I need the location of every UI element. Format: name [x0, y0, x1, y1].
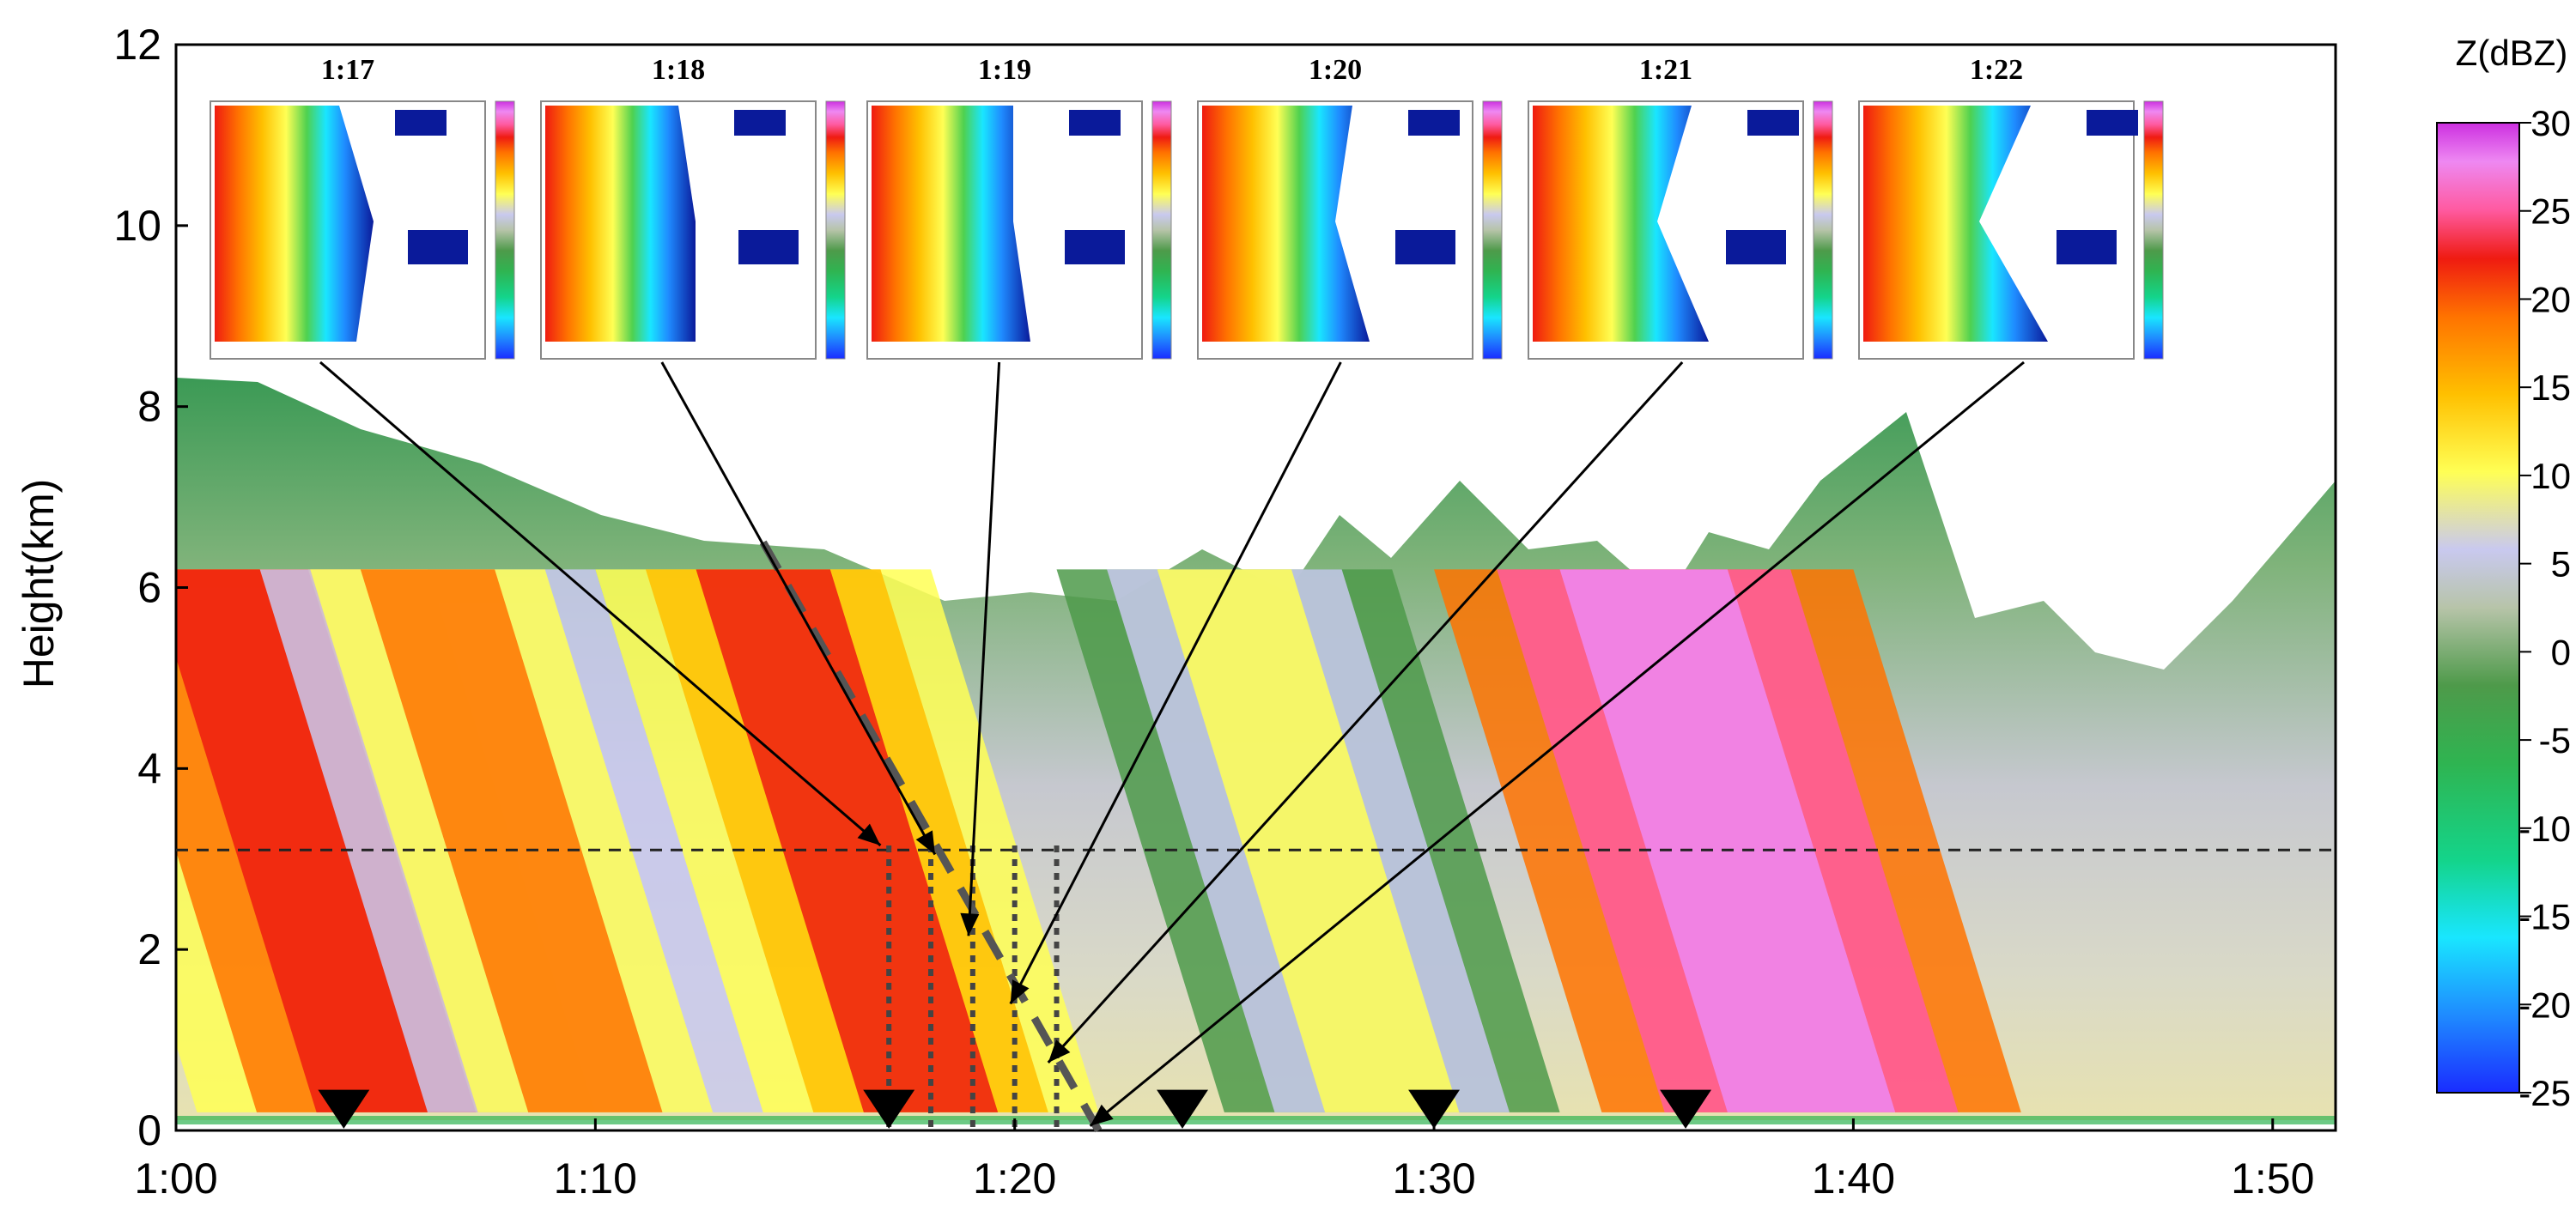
y-tick-label: 12	[113, 21, 161, 69]
y-tick-label: 2	[137, 925, 161, 973]
inset-echo	[872, 106, 1030, 342]
y-tick-label: 10	[113, 202, 161, 250]
colorbar-tick-label: 25	[2530, 191, 2571, 232]
colorbar	[2436, 122, 2520, 1094]
inset-arrows	[319, 361, 2025, 1127]
y-tick-label: 8	[137, 383, 161, 431]
arrowhead	[1048, 1039, 1071, 1063]
inset-echo	[1863, 106, 2048, 342]
inset-colorbar	[1813, 100, 1833, 360]
colorbar-tick-label: -25	[2518, 1073, 2571, 1113]
y-tick-label: 4	[137, 744, 161, 792]
inset-panels: 1:17 1:18 1:19 1:20 1:21 1:22	[210, 54, 2164, 360]
marker-triangle	[1408, 1089, 1461, 1129]
fall-streaks	[176, 569, 2021, 1112]
x-tick-label: 1:20	[973, 1154, 1056, 1203]
y-tick-label: 6	[137, 564, 161, 612]
inset-panel: 1:19	[866, 54, 1172, 360]
inset-arrow	[1089, 361, 2025, 1127]
marker-triangle	[318, 1089, 370, 1129]
arrowhead	[915, 830, 935, 855]
inset-colorbar	[825, 100, 846, 360]
inset-echo-patch	[1408, 110, 1460, 136]
y-tick-label: 0	[137, 1106, 161, 1154]
inset-arrow	[1047, 361, 1684, 1064]
inset-echo	[1202, 106, 1370, 342]
colorbar-tick-label: 30	[2530, 103, 2571, 143]
colorbar-tick-label: -15	[2518, 897, 2571, 937]
inset-panel: 1:17	[210, 54, 515, 360]
inset-echo-patch	[1726, 230, 1786, 264]
inset-arrow	[319, 361, 882, 847]
inset-title: 1:21	[1639, 54, 1692, 86]
inset-echo-patch	[734, 110, 786, 136]
fall-streak-5	[1559, 569, 1896, 1112]
inset-echo-patch	[1065, 230, 1125, 264]
arrowhead	[960, 912, 980, 936]
inset-echo-patch	[1069, 110, 1121, 136]
x-tick-label: 1:10	[554, 1154, 637, 1203]
marker-triangle	[1157, 1089, 1209, 1129]
colorbar-tick-label: 0	[2551, 632, 2571, 672]
y-axis-label: Height(km)	[15, 479, 63, 688]
inset-echo-patch	[395, 110, 447, 136]
colorbar-tick-label: 15	[2530, 367, 2571, 408]
x-tick-label: 1:50	[2231, 1154, 2314, 1203]
y-axis: 0 2 4 6 8 10 12	[113, 21, 188, 1154]
colorbar-tick-label: -20	[2518, 985, 2571, 1025]
arrowhead	[1010, 979, 1030, 1004]
inset-title: 1:22	[1970, 54, 2023, 86]
inset-echo-patch	[1747, 110, 1799, 136]
fall-streak-3	[696, 569, 999, 1112]
x-tick-label: 1:00	[134, 1154, 217, 1203]
inset-title: 1:19	[978, 54, 1031, 86]
inset-panel: 1:22	[1858, 54, 2164, 360]
colorbar-tick-label: 20	[2530, 279, 2571, 319]
marker-triangle	[863, 1089, 915, 1129]
inset-echo	[545, 106, 696, 342]
arrowhead	[1090, 1104, 1114, 1126]
inset-echo-patch	[1395, 230, 1455, 264]
x-tick-label: 1:40	[1812, 1154, 1895, 1203]
inset-echo	[1533, 106, 1709, 342]
inset-colorbar	[1482, 100, 1503, 360]
inset-panel: 1:21	[1528, 54, 1833, 360]
colorbar-tick-label: 10	[2530, 456, 2571, 496]
inset-title: 1:17	[321, 54, 374, 86]
colorbar-tick-label: -10	[2518, 809, 2571, 849]
inset-arrow	[660, 361, 937, 856]
inset-colorbar	[1151, 100, 1172, 360]
surface-markers	[318, 1089, 1712, 1129]
colorbar-tick-label: -5	[2539, 720, 2571, 761]
inset-colorbar	[2143, 100, 2164, 360]
colorbar-ticks: 30 25 20 15 10 5 0 -5 -10 -15 -20 -25	[2518, 103, 2571, 1113]
inset-echo-patch	[738, 230, 799, 264]
slanted-dashed-line	[759, 540, 1103, 1133]
inset-echo-patch	[2087, 110, 2138, 136]
inset-arrow	[967, 361, 1001, 936]
arrowhead	[857, 823, 881, 845]
inset-title: 1:18	[652, 54, 705, 86]
colorbar-title: Z(dBZ)	[2456, 33, 2568, 73]
inset-panel: 1:20	[1197, 54, 1503, 360]
inset-panel: 1:18	[540, 54, 846, 360]
x-tick-label: 1:30	[1392, 1154, 1475, 1203]
x-axis: 1:00 1:10 1:20 1:30 1:40 1:50	[134, 1118, 2314, 1203]
inset-title: 1:20	[1309, 54, 1362, 86]
inset-echo-patch	[2057, 230, 2117, 264]
colorbar-tick-label: 5	[2551, 544, 2571, 585]
inset-echo-patch	[408, 230, 468, 264]
marker-triangle	[1660, 1089, 1712, 1129]
fall-streak-4	[1157, 569, 1460, 1112]
inset-arrow	[1009, 361, 1342, 1005]
fall-streak-2	[360, 569, 663, 1112]
inset-echo	[215, 106, 374, 342]
inset-colorbar	[495, 100, 515, 360]
